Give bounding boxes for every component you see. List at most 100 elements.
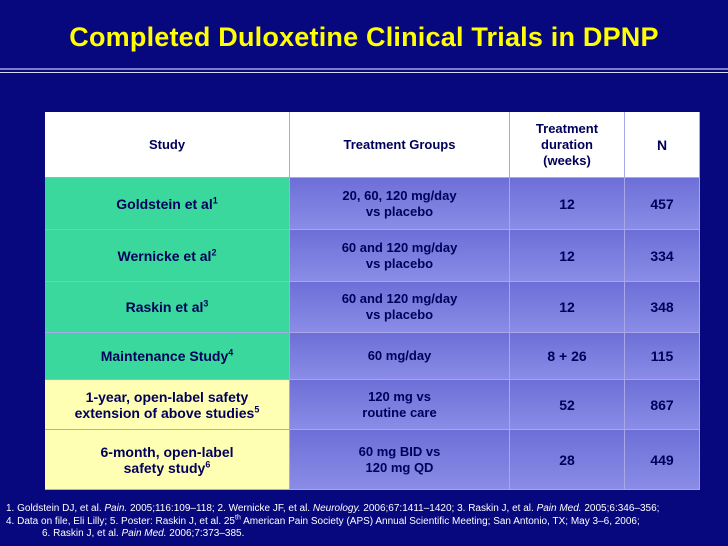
cell-line: safety study6 bbox=[123, 459, 211, 476]
cell-text: 60 mg/day bbox=[367, 348, 432, 363]
n-cell: 115 bbox=[625, 333, 700, 380]
groups-cell: 60 and 120 mg/day vs placebo bbox=[290, 282, 510, 333]
footnote-text: Pain. bbox=[104, 503, 128, 514]
duration-text: 12 bbox=[559, 247, 575, 264]
slide-title: Completed Duloxetine Clinical Trials in … bbox=[69, 22, 659, 52]
cell-text: routine care bbox=[362, 404, 437, 420]
n-text: 449 bbox=[650, 451, 674, 468]
cell-line: 120 mg vs bbox=[368, 389, 431, 405]
cell-line: vs placebo bbox=[366, 256, 433, 272]
cell-line: (weeks) bbox=[543, 153, 591, 169]
cell-line: Study bbox=[149, 137, 185, 153]
study-cell: Goldstein et al1 bbox=[45, 178, 290, 230]
footnote-ref: 5 bbox=[254, 403, 260, 414]
cell-text: vs placebo bbox=[365, 203, 434, 219]
cell-text: Maintenance Study bbox=[100, 348, 229, 364]
header-cell: N bbox=[625, 112, 700, 178]
cell-text: Study bbox=[148, 136, 186, 152]
cell-line: vs placebo bbox=[366, 204, 433, 220]
n-cell: 449 bbox=[625, 430, 700, 490]
header-cell: Treatment duration (weeks) bbox=[510, 112, 625, 178]
duration-cell: 52 bbox=[510, 380, 625, 430]
cell-line: extension of above studies5 bbox=[74, 403, 260, 421]
cell-line: 60 mg/day bbox=[368, 348, 432, 364]
duration-text: 12 bbox=[559, 195, 575, 212]
n-cell: 867 bbox=[625, 380, 700, 430]
cell-text: Treatment bbox=[535, 120, 599, 136]
cell-text: 6-month, open-label bbox=[100, 443, 234, 460]
study-cell: Maintenance Study4 bbox=[45, 333, 290, 380]
duration-cell: 12 bbox=[510, 230, 625, 282]
header-cell: Study bbox=[45, 112, 290, 178]
cell-line: Goldstein et al1 bbox=[116, 194, 218, 212]
groups-cell: 120 mg vs routine care bbox=[290, 380, 510, 430]
cell-line: Treatment bbox=[536, 121, 598, 137]
groups-cell: 60 and 120 mg/day vs placebo bbox=[290, 230, 510, 282]
duration-text: 28 bbox=[559, 451, 575, 468]
cell-line: Treatment Groups bbox=[344, 137, 456, 153]
footnote-ref: 2 bbox=[211, 246, 217, 257]
title-rule bbox=[0, 72, 728, 73]
groups-cell: 20, 60, 120 mg/day vs placebo bbox=[290, 178, 510, 230]
footnote-line: 6. Raskin J, et al. Pain Med. 2006;7:373… bbox=[6, 528, 722, 541]
n-cell: 457 bbox=[625, 178, 700, 230]
footnote-text: 4. Data on file, Eli Lilly; 5. Poster: R… bbox=[6, 515, 235, 527]
footnote-text: 1. Goldstein DJ, et al. bbox=[6, 503, 105, 514]
study-cell: Raskin et al3 bbox=[45, 282, 290, 333]
duration-cell: 12 bbox=[510, 282, 625, 333]
n-text: 867 bbox=[650, 396, 674, 413]
cell-line: 1-year, open-label safety bbox=[86, 389, 249, 405]
duration-text: 12 bbox=[559, 299, 575, 315]
cell-line: N bbox=[657, 137, 667, 153]
title-rule bbox=[0, 68, 728, 70]
footnote-text: 2006;67:1411–1420; 3. Raskin J, et al. bbox=[360, 503, 537, 514]
cell-text: vs placebo bbox=[365, 307, 434, 322]
cell-text: 60 mg BID vs bbox=[358, 443, 441, 459]
cell-text: extension of above studies bbox=[74, 404, 255, 421]
n-cell: 348 bbox=[625, 282, 700, 333]
footnote-line: 4. Data on file, Eli Lilly; 5. Poster: R… bbox=[6, 514, 722, 529]
cell-line: 60 and 120 mg/day bbox=[342, 291, 458, 307]
cell-text: safety study bbox=[123, 459, 206, 476]
footnote-ref: 3 bbox=[203, 298, 209, 309]
n-text: 457 bbox=[650, 195, 674, 212]
groups-cell: 60 mg/day bbox=[290, 333, 510, 380]
cell-line: 6-month, open-label bbox=[101, 444, 234, 460]
cell-line: routine care bbox=[362, 405, 436, 421]
header-cell: Treatment Groups bbox=[290, 112, 510, 178]
footnote-text: 2006;7:373–385. bbox=[166, 528, 245, 539]
footnote-ref: 4 bbox=[228, 347, 234, 358]
cell-line: 60 and 120 mg/day bbox=[342, 240, 458, 256]
footnote-text: th bbox=[235, 514, 241, 522]
cell-text: duration bbox=[541, 136, 593, 152]
footnote-text: Pain Med. bbox=[121, 528, 167, 539]
footnote-text: American Pain Society (APS) Annual Scien… bbox=[240, 515, 640, 527]
cell-text: vs placebo bbox=[365, 255, 434, 271]
cell-text: 120 mg QD bbox=[365, 459, 434, 475]
study-cell: 6-month, open-label safety study6 bbox=[45, 430, 290, 490]
cell-text: 1-year, open-label safety bbox=[85, 388, 249, 405]
cell-text: Goldstein et al bbox=[116, 195, 213, 212]
cell-line: 120 mg QD bbox=[366, 460, 434, 476]
cell-line: Wernicke et al2 bbox=[117, 246, 217, 264]
cell-line: 60 mg BID vs bbox=[359, 444, 441, 460]
footnotes: 1. Goldstein DJ, et al. Pain. 2005;116:1… bbox=[6, 503, 722, 541]
cell-text: 120 mg vs bbox=[368, 388, 431, 404]
n-text: 334 bbox=[650, 247, 674, 264]
footnote-text: Neurology. bbox=[312, 503, 361, 514]
cell-text: 60 and 120 mg/day bbox=[341, 239, 458, 255]
cell-line: 20, 60, 120 mg/day bbox=[342, 188, 456, 204]
study-cell: Wernicke et al2 bbox=[45, 230, 290, 282]
n-text: 348 bbox=[650, 299, 674, 315]
cell-text: (weeks) bbox=[543, 152, 591, 168]
footnote-text: 6. Raskin J, et al. bbox=[42, 528, 122, 539]
duration-cell: 8 + 26 bbox=[510, 333, 625, 380]
cell-text: 20, 60, 120 mg/day bbox=[342, 187, 457, 203]
cell-text: Wernicke et al bbox=[117, 247, 212, 264]
n-cell: 334 bbox=[625, 230, 700, 282]
cell-text: Treatment Groups bbox=[343, 136, 456, 152]
duration-cell: 28 bbox=[510, 430, 625, 490]
duration-cell: 12 bbox=[510, 178, 625, 230]
footnote-ref: 1 bbox=[212, 194, 218, 205]
